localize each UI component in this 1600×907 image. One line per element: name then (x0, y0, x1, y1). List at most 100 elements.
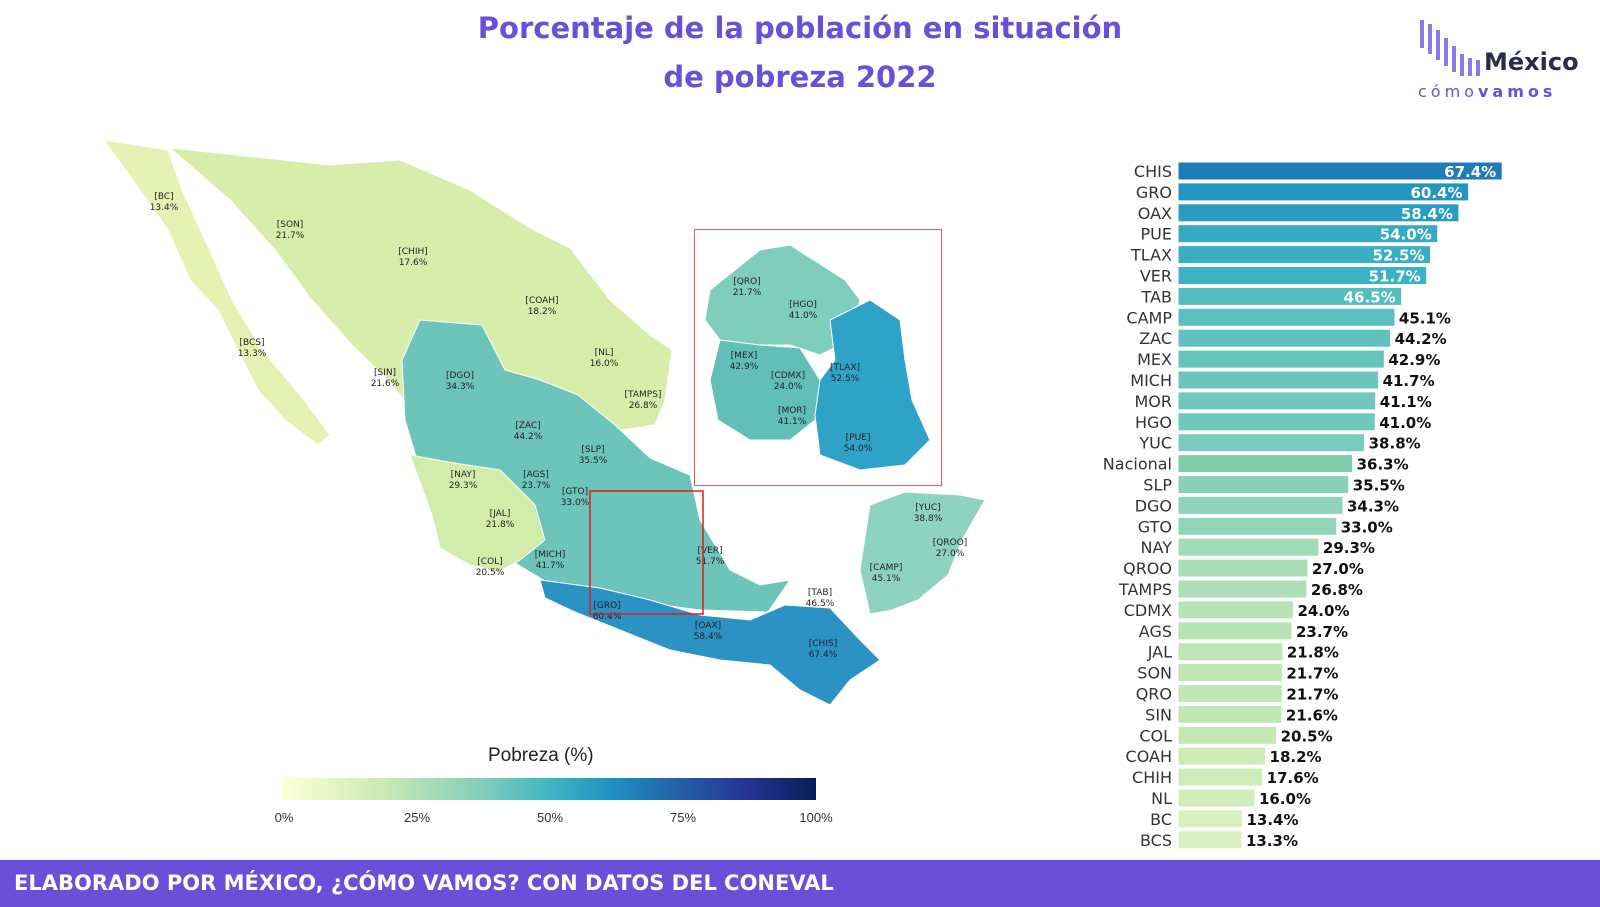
region-shape-baja (102, 139, 331, 446)
map-region-value-label: 41.1% (778, 417, 807, 427)
map-region-value-label: 21.8% (486, 520, 515, 530)
bar-category-label: MICH (1130, 371, 1172, 390)
bar (1177, 788, 1256, 808)
bar-value-label: 18.2% (1270, 748, 1322, 766)
bar-value-label: 58.4% (1401, 205, 1453, 223)
map-region-value-label: 16.0% (590, 359, 619, 369)
bar-category-label: AGS (1139, 622, 1172, 641)
map-region-code-label: [QROO] (933, 538, 968, 548)
map-region-code-label: [HGO] (789, 300, 817, 310)
bar-category-label: ZAC (1139, 329, 1172, 348)
mexico-como-vamos-logo: México cómovamos (1418, 18, 1588, 104)
map-region-value-label: 17.6% (399, 258, 428, 268)
bar-value-label: 23.7% (1296, 623, 1348, 641)
map-region-code-label: [SON] (277, 220, 304, 230)
bar-value-label: 29.3% (1323, 539, 1375, 557)
bar-category-label: CDMX (1124, 601, 1172, 620)
bar-value-label: 52.5% (1372, 247, 1424, 265)
bar-value-label: 35.5% (1353, 477, 1405, 495)
inset-frame (694, 229, 942, 486)
map-region-value-label: 34.3% (446, 382, 475, 392)
bar-category-label: CHIH (1132, 768, 1172, 787)
map-region-code-label: [CHIS] (809, 639, 837, 649)
legend-tick: 25% (403, 810, 431, 825)
map-region-labels: [BC]13.4%[BCS]13.3%[SON]21.7%[CHIH]17.6%… (150, 192, 968, 660)
bar-category-label: CHIS (1134, 162, 1172, 181)
zoom-area-box (589, 490, 704, 615)
map-region-value-label: 58.4% (694, 632, 723, 642)
map-region-value-label: 67.4% (809, 650, 838, 660)
map-region-code-label: [SIN] (374, 368, 396, 378)
bar (1177, 266, 1428, 285)
map-region-value-label: 13.3% (238, 349, 267, 359)
logo-word-mexico: México (1484, 48, 1579, 76)
bar-value-label: 44.2% (1395, 330, 1447, 348)
bar (1177, 725, 1278, 745)
bar (1177, 412, 1376, 432)
map-region-value-label: 54.0% (844, 444, 873, 454)
inset-region-labels: [QRO]21.7% [HGO]41.0% [MEX]42.9% [CDMX]24.0… (730, 277, 873, 454)
bar-value-label: 13.4% (1246, 811, 1298, 829)
title-line-2: de pobreza 2022 (663, 60, 937, 94)
map-region-code-label: [TAMPS] (625, 390, 662, 400)
title-line-1: Porcentaje de la población en situación (477, 11, 1123, 45)
bar-value-label: 60.4% (1410, 184, 1462, 202)
bar (1177, 475, 1350, 494)
source-footer: ELABORADO POR MÉXICO, ¿CÓMO VAMOS? CON D… (0, 860, 1600, 907)
logo-word-como: cómo (1418, 82, 1478, 101)
bar (1177, 704, 1283, 724)
map-region-value-label: 42.9% (730, 362, 759, 372)
bar (1177, 182, 1470, 202)
bar-value-label: 45.1% (1399, 309, 1451, 327)
map-region-value-label: 29.3% (449, 481, 478, 491)
map-region-code-label: [MOR] (778, 406, 806, 416)
bar-category-label: NL (1151, 789, 1172, 808)
map-region-value-label: 35.5% (579, 456, 608, 466)
map-region-code-label: [DGO] (446, 371, 474, 381)
logo-word-vamos: vamos (1477, 82, 1557, 101)
bar (1177, 454, 1354, 474)
bar-category-label: OAX (1138, 204, 1172, 223)
inset-region-shapes (704, 244, 931, 471)
bar (1177, 349, 1385, 369)
bar-value-label: 27.0% (1312, 560, 1364, 578)
map-region-code-label: [JAL] (490, 509, 511, 519)
bar-value-label: 17.6% (1267, 769, 1319, 787)
bar-value-label: 54.0% (1380, 226, 1432, 244)
map-region-value-label: 45.1% (872, 574, 901, 584)
legend-tick: 0% (274, 810, 294, 825)
bar-value-label: 41.1% (1380, 393, 1432, 411)
map-region-value-label: 51.7% (696, 557, 725, 567)
map-region-code-label: [TAB] (808, 588, 832, 598)
logo-word-como-vamos: cómovamos (1418, 82, 1556, 101)
bar-value-label: 21.7% (1286, 665, 1338, 683)
map-region-code-label: [NAY] (451, 470, 476, 480)
bar (1177, 162, 1503, 181)
poverty-bar-chart: CHIS 67.4% GRO 60.4% OAX 58.4% PUE 54.0% TLAX 52.… (1103, 162, 1503, 850)
bar (1177, 328, 1392, 348)
bar (1177, 642, 1284, 662)
bar-category-label: COAH (1126, 747, 1172, 766)
bar-value-label: 20.5% (1281, 727, 1333, 745)
map-region-shapes (102, 139, 986, 706)
bar-category-label: GRO (1136, 183, 1172, 202)
bar-value-label: 21.8% (1287, 644, 1339, 662)
bar-value-label: 21.6% (1286, 706, 1338, 724)
bar-category-label: NAY (1141, 538, 1173, 557)
region-shape-yucatan (859, 491, 986, 615)
map-region-value-label: 41.0% (789, 311, 818, 321)
chart-title: Porcentaje de la población en situación … (420, 4, 1180, 102)
bar-category-label: PUE (1141, 225, 1172, 244)
map-region-value-label: 27.0% (936, 549, 965, 559)
bar-category-label: HGO (1135, 413, 1172, 432)
bar-category-label: JAL (1147, 643, 1172, 662)
bar-category-label: SIN (1145, 705, 1172, 724)
bar (1177, 391, 1377, 411)
bar-value-label: 51.7% (1369, 268, 1421, 286)
map-region-value-label: 21.7% (276, 231, 305, 241)
inset-shape-mex-mor (709, 339, 821, 441)
logo-bars-icon (1420, 20, 1480, 76)
bar-value-label: 13.3% (1246, 832, 1298, 850)
bar (1177, 684, 1283, 703)
bar (1177, 767, 1264, 787)
